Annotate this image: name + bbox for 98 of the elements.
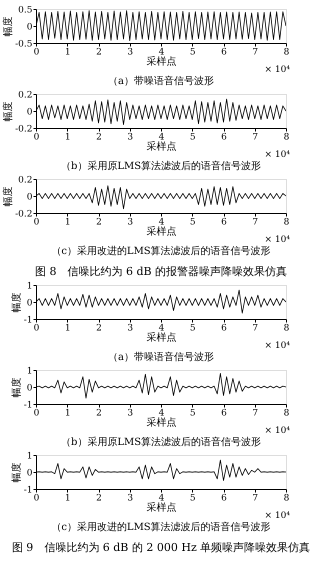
text: （c）采用改进的LMS算法滤波后的语音信号波形 [51,521,271,533]
x-tick-label: 2 [96,218,102,228]
y-tick-label: 0 [26,468,33,478]
x-tick-label: 2 [96,324,102,334]
x-axis-title: 采样点 [146,226,176,238]
y-tick-label: -1 [24,400,32,410]
y-tick-label: 1 [26,282,32,292]
y-tick-label: 0 [26,22,33,32]
y-tick-label: 1 [26,452,32,462]
x-tick-label: 6 [221,494,228,504]
x-tick-label: 2 [96,132,102,142]
text: × 10⁴ [264,65,290,75]
x-tick-label: 4 [158,48,165,58]
x-tick-label: 2 [96,48,102,58]
text: × 10⁴ [264,150,290,160]
x-axis-title: 采样点 [146,140,176,152]
x-tick-label: 3 [127,48,134,58]
x-tick-label: 0 [34,48,40,58]
x-tick-label: 5 [190,494,196,504]
x-tick-label: 6 [221,132,228,142]
x-tick-label: 8 [284,494,290,504]
x-tick-label: 7 [252,408,258,418]
x-tick-label: 4 [158,132,165,142]
x-tick-label: 5 [190,324,196,334]
x-tick-label: 1 [64,408,71,418]
x-tick-label: 4 [158,324,165,334]
y-axis-title: 幅度 [10,378,23,398]
x-tick-label: 1 [64,218,71,228]
x-tick-label: 0 [34,494,40,504]
x-tick-label: 0 [34,324,40,334]
text: （b）采用原LMS算法滤波后的语音信号波形 [60,160,262,172]
x-tick-label: 1 [64,48,71,58]
x-tick-label: 1 [64,324,71,334]
x-tick-label: 4 [158,408,165,418]
y-tick-label: 0 [26,298,33,308]
x-tick-label: 3 [127,324,134,334]
x-tick-label: 7 [252,218,258,228]
text: × 10⁴ [264,235,290,245]
x-tick-label: 6 [221,48,228,58]
x-tick-label: 6 [221,408,228,418]
y-tick-label: 0.2 [18,90,32,100]
x-tick-label: 7 [252,132,258,142]
y-tick-label: -1 [24,316,32,326]
x-tick-label: 2 [96,408,102,418]
text: （a）带噪语音信号波形 [108,75,214,87]
y-axis-title: 幅度 [10,292,23,312]
y-axis-title: 幅度 [2,16,14,36]
y-tick-label: 0 [26,192,33,202]
x-tick-label: 8 [284,408,290,418]
y-axis-title: 幅度 [2,102,14,122]
y-tick-label: 0.5 [18,6,33,16]
text: × 10⁴ [264,511,290,521]
x-tick-label: 3 [127,132,134,142]
x-tick-label: 7 [252,494,258,504]
x-tick-label: 0 [34,218,40,228]
x-tick-label: 4 [158,494,165,504]
x-tick-label: 8 [284,218,290,228]
caption: 图 9 信噪比约为 6 dB 的 2 000 Hz 单频噪声降噪效果仿真 [12,541,310,554]
x-axis-title: 采样点 [146,416,176,428]
x-tick-label: 5 [190,408,196,418]
x-axis-title: 采样点 [146,332,176,344]
x-tick-label: 6 [221,218,228,228]
text: （a）带噪语音信号波形 [108,351,214,363]
y-tick-label: 0 [26,108,33,118]
x-tick-label: 3 [127,408,134,418]
x-tick-label: 5 [190,132,196,142]
text: （b）采用原LMS算法滤波后的语音信号波形 [60,436,262,448]
x-axis-title: 采样点 [146,56,176,68]
y-tick-label: 0.2 [18,176,32,186]
y-tick-label: -0.5 [15,40,33,50]
x-tick-label: 7 [252,48,258,58]
y-tick-label: -0.2 [15,124,32,134]
y-tick-label: -0.2 [15,210,32,220]
y-axis-title: 幅度 [10,462,23,482]
x-tick-label: 3 [127,494,134,504]
x-tick-label: 8 [284,48,290,58]
text: × 10⁴ [264,426,290,436]
x-tick-label: 8 [284,324,290,334]
x-tick-label: 1 [64,132,71,142]
text: （c）采用改进的LMS算法滤波后的语音信号波形 [51,245,271,257]
y-tick-label: -1 [24,486,32,496]
x-tick-label: 3 [127,218,134,228]
x-tick-label: 7 [252,324,258,334]
x-tick-label: 6 [221,324,228,334]
x-tick-label: 5 [190,218,196,228]
x-tick-label: 2 [96,494,102,504]
x-tick-label: 8 [284,132,290,142]
x-tick-label: 4 [158,218,165,228]
x-axis-title: 采样点 [146,502,176,514]
y-tick-label: 1 [26,366,32,376]
y-axis-title: 幅度 [2,186,14,206]
x-tick-label: 0 [34,408,40,418]
x-tick-label: 5 [190,48,196,58]
caption: 图 8 信噪比约为 6 dB 的报警器噪声降噪效果仿真 [34,265,288,278]
text: × 10⁴ [264,341,290,351]
x-tick-label: 0 [34,132,40,142]
y-tick-label: 0 [26,384,33,394]
x-tick-label: 1 [64,494,71,504]
